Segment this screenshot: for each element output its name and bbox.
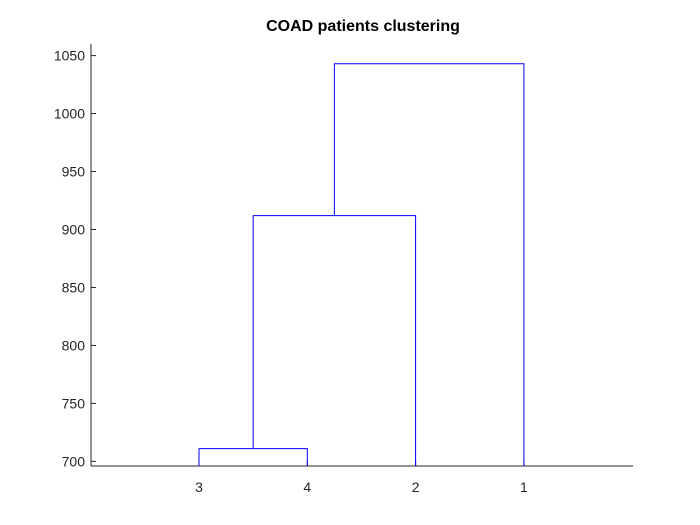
- x-tick-label: 2: [412, 479, 420, 495]
- y-tick-label: 850: [62, 279, 86, 295]
- y-tick-label: 700: [62, 453, 86, 469]
- dendrogram-link: [333, 63, 525, 466]
- y-tick-label: 950: [62, 164, 86, 180]
- y-tick-label: 1000: [54, 106, 85, 122]
- y-tick-label: 750: [62, 395, 86, 411]
- x-tick-label: 4: [303, 479, 311, 495]
- dendrogram-links: [198, 63, 525, 466]
- axes: 700 750 800 850 900 950 1000 1050 3 4 2 1: [54, 44, 633, 495]
- y-tick-label: 900: [62, 221, 86, 237]
- dendrogram-link: [198, 448, 308, 466]
- x-tick-label: 3: [195, 479, 203, 495]
- dendrogram-link: [252, 215, 417, 466]
- y-tick-label: 1050: [54, 48, 85, 64]
- chart-title: COAD patients clustering: [266, 18, 460, 35]
- x-tick-label: 1: [520, 479, 528, 495]
- y-tick-label: 800: [62, 337, 86, 353]
